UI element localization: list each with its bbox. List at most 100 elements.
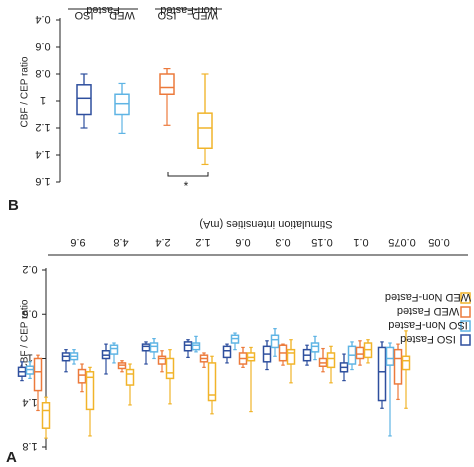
- box-wed-fasted: [33, 354, 43, 412]
- box: [393, 348, 403, 385]
- box: [165, 357, 175, 380]
- box: [191, 342, 201, 351]
- box-wed-non-fasted: [41, 396, 51, 439]
- box-iso-non-fasted: [149, 337, 159, 360]
- legend-swatch: [460, 320, 471, 332]
- box: [157, 355, 167, 365]
- box-wed-non-fasted: [326, 345, 336, 384]
- legend-item-iso-fasted: ISO Fasted: [400, 333, 471, 346]
- box-iso-fasted: [377, 341, 387, 409]
- y-tick-label: 0.6: [35, 40, 50, 52]
- box-wed-fasted: [114, 82, 130, 134]
- box-wed-non-fasted: [165, 349, 175, 405]
- box-iso-non-fasted: [310, 335, 320, 361]
- box: [286, 348, 296, 365]
- box-iso-non-fasted: [230, 332, 240, 351]
- category-label-0-05: 0.05: [428, 236, 449, 248]
- box-iso-fasted: [101, 343, 111, 375]
- box: [85, 371, 95, 411]
- box-wed-fasted: [318, 347, 328, 373]
- box-wed-non-fasted: [363, 339, 373, 364]
- box-wed-fasted: [238, 346, 248, 368]
- category-label-0-1: 0.1: [353, 236, 368, 248]
- legend-label: ISO Non-Fasted: [388, 319, 467, 331]
- box: [385, 346, 395, 366]
- box: [183, 341, 193, 352]
- box: [355, 346, 365, 360]
- panel-b-group-fasted: Fasted: [68, 4, 138, 16]
- box-iso-fasted: [141, 341, 151, 365]
- category-label-0-075: 0.075: [388, 236, 416, 248]
- box: [222, 345, 232, 359]
- category-label-9-6: 9.6: [70, 236, 85, 248]
- box: [197, 112, 213, 149]
- box-wed-fasted: [77, 363, 87, 393]
- category-label: WED: [109, 9, 135, 21]
- box-wed-non-fasted: [286, 339, 296, 384]
- y-tick-label: 1.6: [35, 175, 50, 187]
- legend-swatch: [460, 292, 471, 304]
- panel-a: A CBF / CEP ratio 0.2 0.6 1 1.4 1.8 0.05 0.07…: [6, 218, 471, 466]
- y-tick-label: 0.8: [35, 67, 50, 79]
- significance-marker: *: [184, 179, 189, 193]
- y-tick-label: 0.6: [22, 307, 37, 319]
- box-iso-non-fasted: [347, 341, 357, 371]
- box-iso-non-fasted: [159, 67, 175, 126]
- box-iso-non-fasted: [109, 342, 119, 364]
- box: [207, 362, 217, 402]
- box-iso-fasted: [222, 343, 232, 364]
- box-iso-non-fasted: [25, 361, 35, 380]
- box: [41, 402, 51, 429]
- box: [125, 368, 135, 386]
- panel-b-ylabel: CBF / CEP ratio: [20, 56, 31, 127]
- y-tick-label: 1.4: [22, 396, 37, 408]
- category-label: ISO: [74, 9, 93, 21]
- category-label-0-3: 0.3: [275, 236, 290, 248]
- box: [33, 357, 43, 392]
- significance-bracket: *: [167, 172, 209, 193]
- y-tick-label: 1.2: [35, 121, 50, 133]
- box-iso-non-fasted: [385, 342, 395, 437]
- box-wed-fasted: [278, 343, 288, 366]
- box-iso-non-fasted: [270, 328, 280, 357]
- panel-b-label: B: [8, 197, 19, 214]
- group-label-non-fasted: Non-Fasted: [160, 4, 217, 16]
- box-iso-fasted: [183, 339, 193, 358]
- category-label: WED: [192, 9, 218, 21]
- box-iso-fasted: [302, 344, 312, 366]
- box-wed-fasted: [355, 340, 365, 366]
- box: [149, 342, 159, 353]
- box-wed-fasted: [393, 343, 403, 401]
- group-label-fasted: Fasted: [86, 4, 120, 16]
- box: [310, 342, 320, 353]
- box-wed-fasted: [157, 350, 167, 373]
- y-tick-label: 1.4: [35, 148, 50, 160]
- box: [326, 352, 336, 369]
- panel-a-ylabel: CBF / CEP ratio: [20, 299, 31, 370]
- box-wed-fasted: [117, 360, 127, 373]
- legend-swatch: [460, 306, 471, 318]
- legend-item-wed-fasted: WED Fasted: [397, 305, 471, 318]
- box: [159, 73, 175, 95]
- box-iso-fasted: [61, 349, 71, 373]
- legend-label: ISO Fasted: [400, 333, 456, 345]
- legend-label: WED Fasted: [397, 305, 459, 317]
- box: [401, 355, 411, 371]
- box-wed-non-fasted: [197, 73, 213, 166]
- legend: ISO Fasted ISO Non-Fasted WED Fasted WED No…: [385, 291, 471, 346]
- panel-a-title: Stimulation intensities (mA): [199, 218, 332, 230]
- box-wed-non-fasted: [85, 366, 95, 437]
- box: [270, 334, 280, 349]
- panel-a-label: A: [6, 449, 17, 466]
- y-tick-label: 0.2: [22, 263, 37, 275]
- box-iso-non-fasted: [191, 335, 201, 353]
- legend-label: WED Non-Fasted: [385, 291, 471, 303]
- y-tick-label: 1.8: [22, 440, 37, 452]
- box-wed-non-fasted: [246, 346, 256, 413]
- legend-item-wed-non-fasted: WED Non-Fasted: [385, 291, 471, 304]
- category-label-0-15: 0.15: [311, 236, 332, 248]
- category-label-4-8: 4.8: [113, 236, 128, 248]
- panel-b: B CBF / CEP ratio 0.4 0.6 0.8 1 1.2 1.4 1.6 Fa…: [8, 4, 222, 214]
- y-tick-label: 1: [40, 94, 46, 106]
